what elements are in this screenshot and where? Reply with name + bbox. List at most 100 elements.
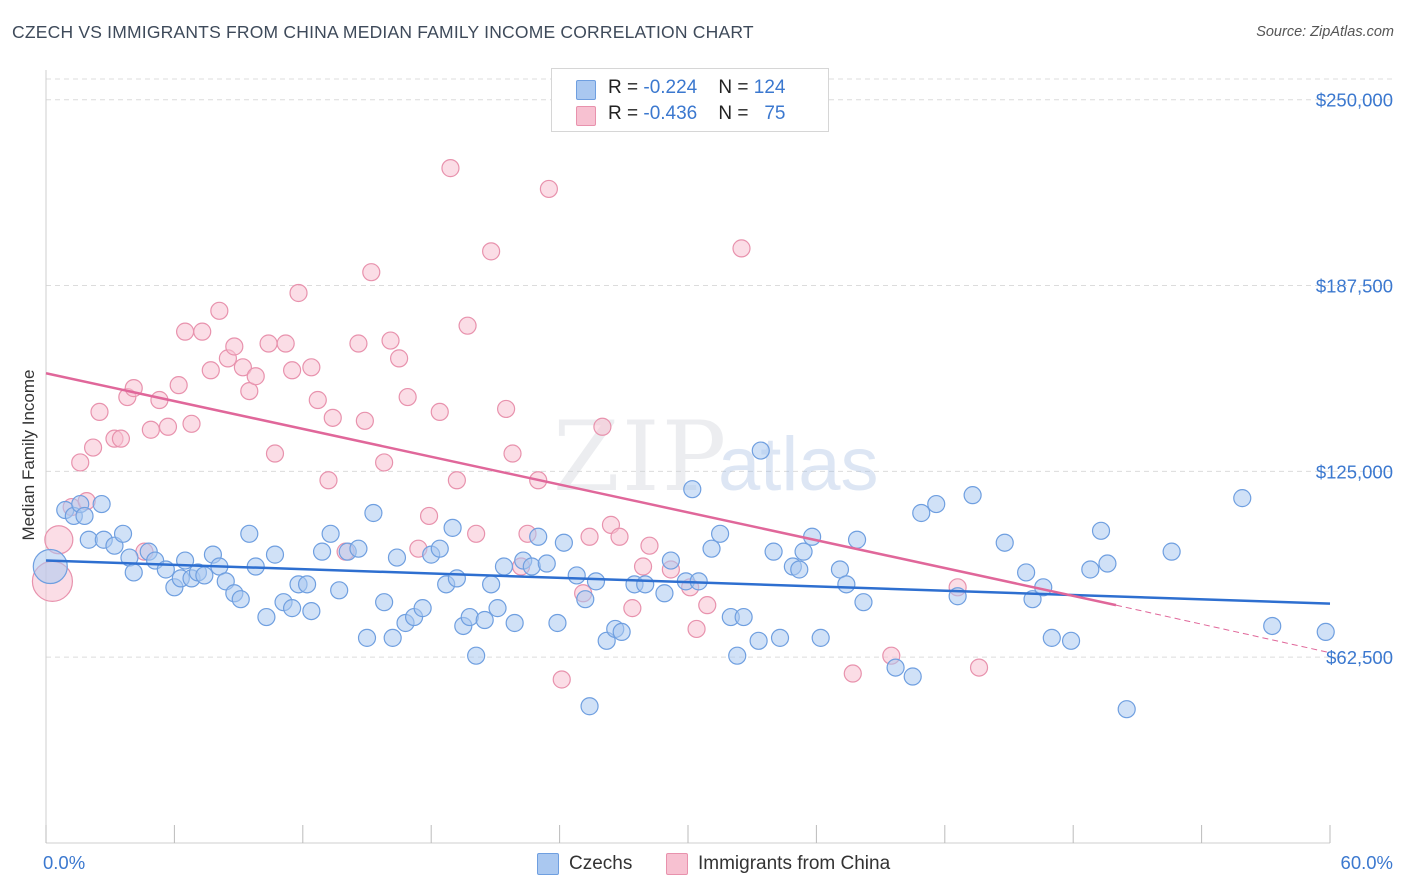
y-tick-label: $250,000 — [1316, 90, 1393, 111]
czech-point — [537, 554, 556, 573]
czech-point — [430, 539, 449, 558]
trend-lines — [45, 372, 1331, 654]
czech-point — [482, 575, 501, 594]
czech-point — [683, 480, 702, 499]
y-axis-label: Median Family Income — [19, 369, 38, 540]
china-point — [289, 283, 308, 303]
y-tick-label: $125,000 — [1316, 461, 1393, 482]
czech-point — [312, 542, 332, 561]
china-point — [193, 322, 212, 341]
czech-point — [749, 631, 768, 650]
n-label: N = — [718, 77, 754, 98]
china-point — [323, 408, 342, 427]
czech-point — [383, 628, 402, 647]
czech-point — [522, 557, 541, 576]
czech-point — [265, 545, 285, 564]
czech-point — [751, 441, 770, 460]
china-point — [225, 337, 244, 356]
china-point — [176, 322, 195, 341]
czech-point — [811, 628, 830, 647]
czech-point — [790, 560, 809, 579]
china-point — [283, 361, 302, 380]
china-point — [458, 316, 477, 335]
czech-point — [297, 575, 317, 594]
czech-point — [257, 607, 276, 627]
china-point — [201, 361, 220, 380]
n-value: 124 — [753, 77, 786, 98]
china-point — [539, 179, 559, 199]
czech-point — [728, 646, 747, 665]
china-point — [141, 420, 160, 439]
czech-point — [488, 599, 507, 618]
x-tick-label: 60.0% — [1341, 852, 1393, 873]
czech-point — [580, 697, 599, 716]
czech-point — [475, 610, 494, 630]
china-point — [90, 402, 109, 422]
china-point — [319, 471, 338, 490]
n-label: N = — [718, 103, 754, 124]
r-label: R = — [608, 77, 644, 98]
china-point — [419, 506, 439, 526]
czech-point — [75, 506, 94, 526]
czech-point — [554, 533, 573, 552]
czech-point — [1061, 631, 1081, 650]
y-tick-label: $187,500 — [1316, 276, 1393, 297]
china-point — [503, 444, 522, 463]
legend-swatch-pink — [576, 106, 596, 126]
czech-point — [443, 518, 462, 537]
czech-point — [655, 584, 674, 603]
czech-point — [357, 628, 377, 647]
czech-point — [1233, 489, 1252, 508]
china-point — [447, 471, 466, 490]
czech-point — [794, 542, 813, 561]
czech-point — [467, 646, 486, 665]
n-value: 75 — [764, 103, 786, 124]
x-tick-label: 0.0% — [43, 852, 85, 873]
czech-point — [364, 503, 383, 523]
china-point — [233, 358, 252, 377]
czech-point — [505, 613, 524, 633]
czech-point — [113, 524, 133, 543]
czech-point — [240, 524, 259, 543]
china-point — [482, 242, 501, 261]
china-point — [308, 390, 327, 410]
china-point — [276, 334, 295, 353]
czech-point — [912, 503, 931, 523]
tick-labels: $62,500 $125,000 $187,500 $250,000 0.0% 60.0% — [43, 90, 1393, 873]
czech-point — [548, 613, 567, 633]
china-point — [390, 349, 409, 368]
china-point — [698, 596, 717, 615]
china-point — [593, 417, 612, 436]
czech-point — [586, 572, 606, 591]
china-point — [375, 453, 394, 472]
china-point — [969, 658, 989, 677]
stats-legend: R = -0.224 N = 124 R = -0.436 N = 75 — [551, 68, 829, 132]
china-point — [169, 376, 188, 395]
china-trend-extension — [1115, 604, 1331, 654]
czech-points — [32, 441, 1335, 719]
legend-swatch-czechs — [537, 853, 559, 875]
source-note: Source: ZipAtlas.com — [1256, 24, 1394, 40]
czech-point — [124, 563, 143, 582]
czech-point — [387, 548, 407, 567]
czech-point — [1081, 560, 1100, 579]
czech-point — [92, 494, 111, 514]
china-point — [843, 664, 862, 683]
czech-point — [903, 667, 922, 686]
china-point — [467, 524, 486, 543]
china-point — [732, 239, 751, 258]
czech-point — [886, 658, 905, 677]
y-tick-label: $62,500 — [1326, 647, 1393, 668]
czech-point — [734, 607, 753, 627]
czech-point — [302, 601, 321, 621]
czech-point — [460, 607, 479, 627]
china-point — [640, 536, 659, 555]
czech-point — [494, 557, 514, 576]
axes — [45, 70, 1331, 844]
czech-point — [963, 486, 982, 505]
r-value: -0.436 — [643, 103, 698, 124]
czech-point — [636, 575, 655, 594]
china-point — [158, 417, 178, 436]
czech-point — [995, 533, 1014, 552]
